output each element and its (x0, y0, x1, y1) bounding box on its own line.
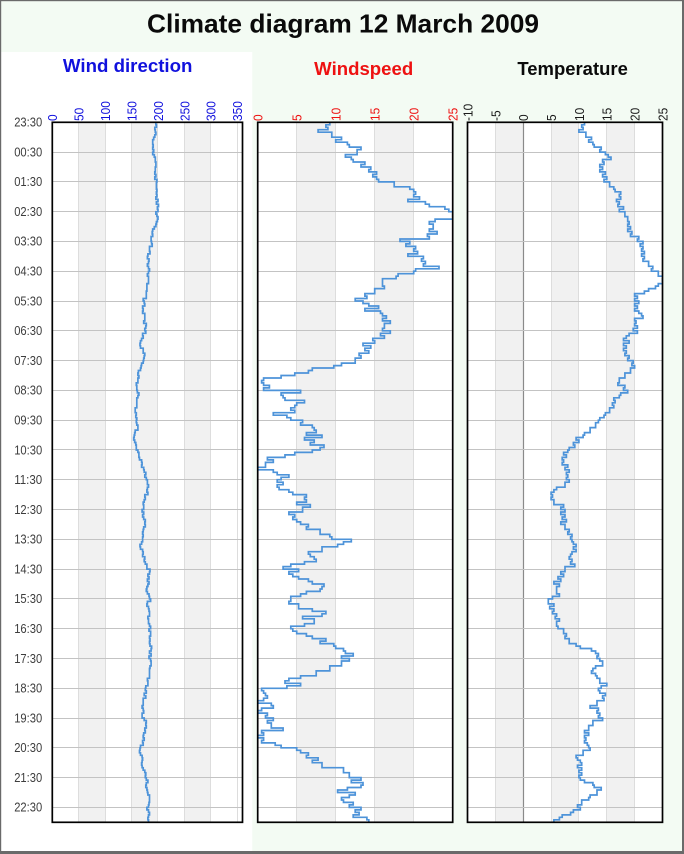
svg-text:15: 15 (368, 108, 383, 121)
svg-text:21:30: 21:30 (14, 771, 42, 785)
svg-text:14:30: 14:30 (14, 562, 42, 576)
svg-text:Wind direction: Wind direction (63, 55, 193, 76)
svg-text:08:30: 08:30 (14, 384, 42, 398)
svg-text:01:30: 01:30 (14, 175, 42, 189)
svg-text:20: 20 (407, 108, 422, 121)
svg-text:22:30: 22:30 (14, 801, 42, 815)
svg-text:20: 20 (628, 108, 643, 121)
svg-text:05:30: 05:30 (14, 294, 42, 308)
svg-text:150: 150 (125, 101, 140, 121)
svg-text:23:30: 23:30 (14, 116, 42, 130)
svg-text:5: 5 (290, 114, 305, 121)
svg-text:15:30: 15:30 (14, 592, 42, 606)
svg-text:50: 50 (72, 108, 87, 121)
svg-text:16:30: 16:30 (14, 622, 42, 636)
svg-text:04:30: 04:30 (14, 265, 42, 279)
svg-text:18:30: 18:30 (14, 682, 42, 696)
svg-text:0: 0 (516, 114, 531, 121)
svg-text:03:30: 03:30 (14, 235, 42, 249)
svg-text:Temperature: Temperature (517, 58, 628, 79)
svg-text:5: 5 (544, 114, 559, 121)
svg-text:00:30: 00:30 (14, 145, 42, 159)
svg-text:06:30: 06:30 (14, 324, 42, 338)
svg-text:20:30: 20:30 (14, 741, 42, 755)
svg-text:0: 0 (45, 114, 60, 121)
svg-text:Climate diagram 12 March 2009: Climate diagram 12 March 2009 (147, 9, 539, 39)
svg-text:-10: -10 (460, 104, 475, 121)
svg-text:Windspeed: Windspeed (314, 58, 413, 79)
svg-text:25: 25 (655, 108, 670, 121)
svg-text:300: 300 (204, 101, 219, 121)
svg-text:-5: -5 (488, 110, 503, 121)
svg-text:10: 10 (572, 108, 587, 121)
svg-text:12:30: 12:30 (14, 503, 42, 517)
svg-text:200: 200 (151, 101, 166, 121)
svg-text:0: 0 (251, 114, 266, 121)
svg-text:09:30: 09:30 (14, 414, 42, 428)
svg-text:13:30: 13:30 (14, 533, 42, 547)
svg-text:10:30: 10:30 (14, 443, 42, 457)
svg-text:19:30: 19:30 (14, 711, 42, 725)
svg-text:11:30: 11:30 (14, 473, 42, 487)
svg-text:250: 250 (177, 101, 192, 121)
svg-text:17:30: 17:30 (14, 652, 42, 666)
svg-text:15: 15 (600, 108, 615, 121)
svg-text:07:30: 07:30 (14, 354, 42, 368)
svg-text:350: 350 (230, 101, 245, 121)
svg-text:10: 10 (329, 108, 344, 121)
svg-text:100: 100 (98, 101, 113, 121)
svg-text:02:30: 02:30 (14, 205, 42, 219)
svg-text:25: 25 (446, 108, 461, 121)
